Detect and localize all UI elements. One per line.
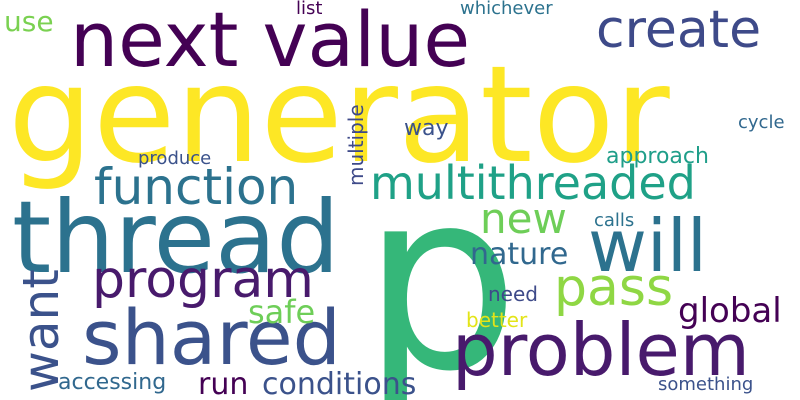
word-global: global bbox=[678, 291, 782, 331]
word-create: create bbox=[596, 0, 762, 60]
word-program: program bbox=[92, 250, 314, 310]
word-p: p bbox=[362, 138, 520, 400]
word-next-value: next value bbox=[70, 0, 471, 84]
word-multithreaded: multithreaded bbox=[370, 156, 696, 210]
word-use: use bbox=[4, 5, 54, 38]
word-something: something bbox=[658, 374, 754, 395]
word-way: way bbox=[404, 116, 449, 141]
word-need: need bbox=[488, 282, 538, 306]
word-multiple: multiple bbox=[344, 104, 368, 186]
word-conditions: conditions bbox=[262, 367, 417, 400]
word-generator: generator bbox=[8, 37, 670, 193]
word-problem: problem bbox=[452, 308, 750, 392]
word-shared: shared bbox=[82, 293, 341, 382]
word-better: better bbox=[466, 308, 528, 332]
word-function: function bbox=[94, 158, 299, 216]
word-thread: thread bbox=[12, 179, 340, 296]
word-safe: safe bbox=[248, 293, 316, 331]
word-nature: nature bbox=[470, 237, 569, 272]
word-whichever: whichever bbox=[460, 0, 553, 19]
word-list: list bbox=[296, 0, 323, 19]
word-new: new bbox=[480, 194, 567, 243]
word-cycle: cycle bbox=[738, 112, 785, 133]
word-approach: approach bbox=[606, 144, 709, 169]
word-produce: produce bbox=[138, 148, 212, 169]
word-pass: pass bbox=[554, 258, 674, 318]
word-accessing: accessing bbox=[58, 370, 167, 395]
word-run: run bbox=[198, 367, 249, 400]
word-will: will bbox=[588, 204, 707, 288]
word-calls: calls bbox=[594, 210, 635, 231]
